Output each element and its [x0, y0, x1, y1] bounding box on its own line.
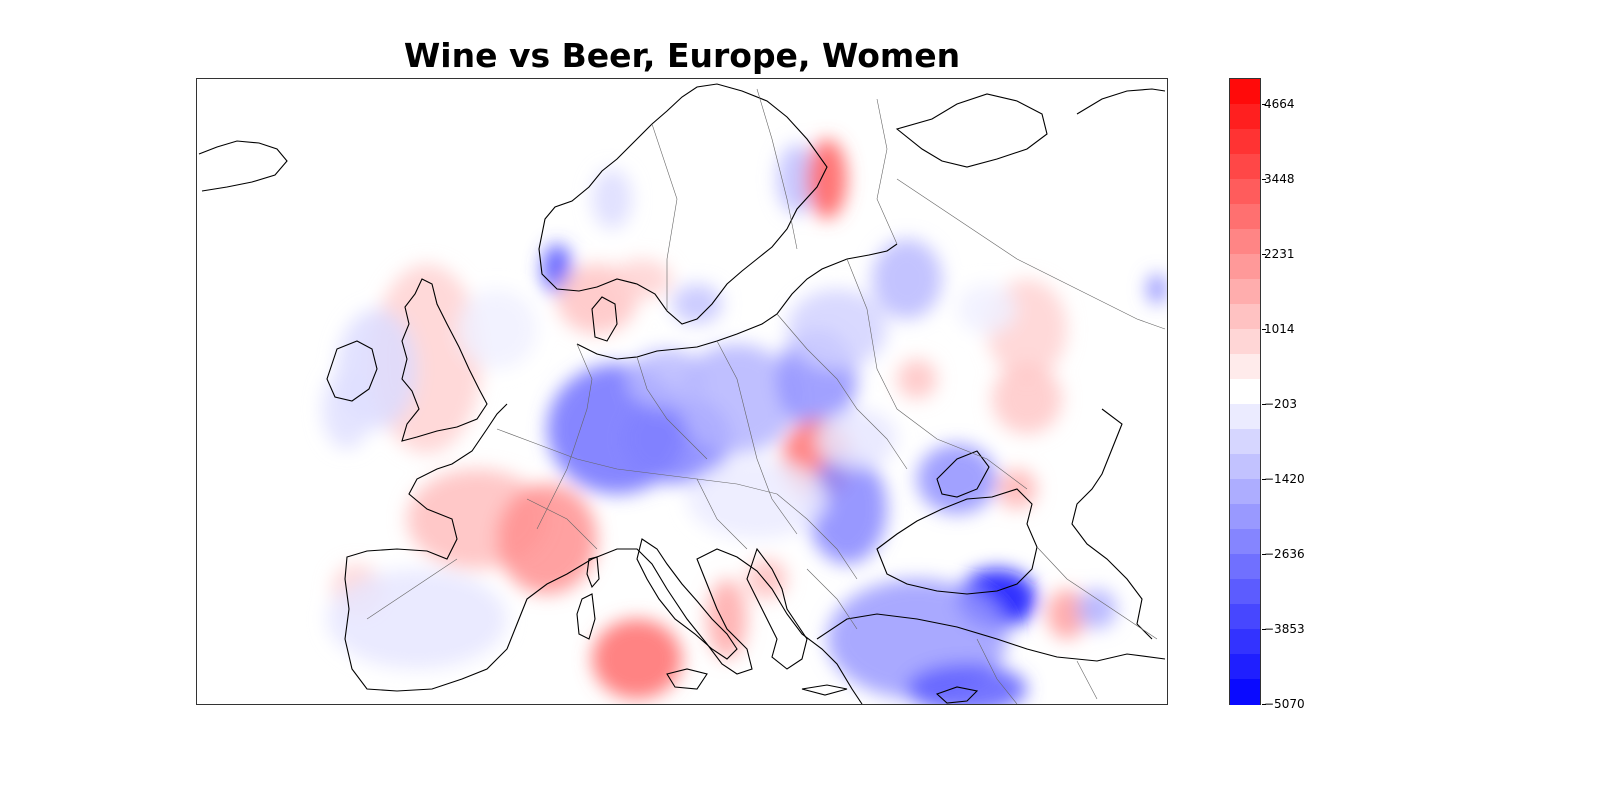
- coast-balkans: [746, 547, 808, 670]
- coast-black-sea: [876, 488, 1038, 595]
- contour-region: [327, 569, 507, 669]
- colorbar-band: [1230, 429, 1260, 455]
- contour-region: [897, 359, 937, 399]
- coast-west-europe: [344, 403, 863, 704]
- colorbar: [1229, 78, 1261, 705]
- contour-region: [457, 289, 537, 369]
- colorbar-tick-label: −5070: [1264, 697, 1305, 711]
- coast-sicily: [666, 668, 708, 690]
- colorbar-tick-label: 2231: [1264, 246, 1295, 261]
- colorbar-tick-label: 4664: [1264, 97, 1295, 112]
- colorbar-tick-label: −203: [1264, 397, 1297, 411]
- coast-denmark: [591, 296, 618, 342]
- colorbar-tick: [1262, 178, 1266, 180]
- colorbar-band: [1230, 479, 1260, 505]
- contour-fill-layer: [322, 139, 1167, 704]
- colorbar-tick: [1262, 628, 1266, 630]
- contour-region: [677, 344, 797, 454]
- contour-region: [747, 559, 787, 599]
- colorbar-band: [1230, 354, 1260, 380]
- colorbar-tick: [1262, 329, 1266, 330]
- colorbar-tick-label: −3853: [1264, 621, 1305, 636]
- colorbar-tick: [1262, 479, 1266, 481]
- colorbar-band: [1230, 604, 1260, 630]
- contour-region: [497, 484, 597, 594]
- colorbar-band: [1230, 329, 1260, 355]
- contour-region: [612, 259, 672, 299]
- colorbar-band: [1230, 129, 1260, 155]
- contour-region: [957, 284, 1017, 334]
- contour-region: [787, 289, 887, 369]
- colorbar-band: [1230, 679, 1260, 705]
- colorbar-band: [1230, 654, 1260, 680]
- colorbar-band: [1230, 104, 1260, 130]
- coast-baltic: [576, 243, 898, 360]
- colorbar-tick-label: 1014: [1264, 322, 1295, 336]
- colorbar-band: [1230, 529, 1260, 555]
- contour-region: [1047, 589, 1087, 639]
- contour-region: [992, 364, 1062, 434]
- coast-scandinavia: [538, 83, 828, 325]
- colorbar-tick: [1262, 404, 1266, 405]
- coast-ireland: [326, 340, 378, 402]
- colorbar-tick: [1262, 104, 1266, 106]
- colorbar-tick-label: 3448: [1264, 171, 1295, 186]
- coast-turkey: [816, 613, 1166, 662]
- coast-azov: [936, 450, 990, 498]
- contour-region: [707, 579, 747, 659]
- coast-great-britain: [401, 278, 488, 442]
- map-panel: [196, 78, 1168, 705]
- colorbar-band: [1230, 454, 1260, 480]
- coastline-layer: [198, 83, 1166, 704]
- colorbar-tick-label: −2636: [1264, 546, 1305, 561]
- contour-region: [322, 369, 372, 449]
- contour-region: [592, 169, 632, 229]
- contour-region: [872, 239, 942, 319]
- colorbar-band: [1230, 229, 1260, 255]
- colorbar-band: [1230, 279, 1260, 305]
- contour-region: [807, 454, 887, 564]
- colorbar-band: [1230, 154, 1260, 180]
- contour-region: [687, 459, 827, 539]
- coast-kola: [895, 93, 1048, 168]
- coast-iceland: [198, 140, 288, 192]
- colorbar-band: [1230, 579, 1260, 605]
- contour-region: [777, 144, 817, 214]
- coast-cyprus: [935, 686, 979, 704]
- colorbar-band: [1230, 379, 1260, 405]
- coast-corsica: [586, 556, 600, 589]
- colorbar-band: [1230, 204, 1260, 230]
- colorbar-band: [1230, 304, 1260, 330]
- contour-region: [627, 349, 707, 409]
- colorbar-band: [1230, 404, 1260, 430]
- contour-region: [807, 139, 847, 219]
- contour-region: [592, 619, 682, 699]
- coast-caspian: [1071, 408, 1153, 640]
- country-border-layer: [366, 88, 1166, 704]
- coast-crete: [801, 684, 848, 696]
- colorbar-tick: [1262, 704, 1266, 705]
- chart-title: Wine vs Beer, Europe, Women: [403, 36, 961, 75]
- contour-region: [817, 409, 897, 469]
- coast-italy: [636, 538, 738, 660]
- colorbar-band: [1230, 254, 1260, 280]
- colorbar-tick: [1262, 253, 1266, 255]
- coast-sardinia: [576, 593, 596, 640]
- colorbar-band: [1230, 504, 1260, 530]
- colorbar-tick-label: −1420: [1264, 472, 1305, 487]
- contour-region: [672, 284, 722, 324]
- colorbar-band: [1230, 79, 1260, 105]
- colorbar-band: [1230, 554, 1260, 580]
- europe-map: [198, 83, 1167, 704]
- colorbar-tick: [1262, 553, 1266, 555]
- contour-region: [1077, 589, 1117, 629]
- contour-region: [917, 444, 997, 514]
- colorbar-band: [1230, 629, 1260, 655]
- coast-arctic-east: [1076, 88, 1166, 115]
- contour-region: [1147, 274, 1167, 304]
- colorbar-band: [1230, 179, 1260, 205]
